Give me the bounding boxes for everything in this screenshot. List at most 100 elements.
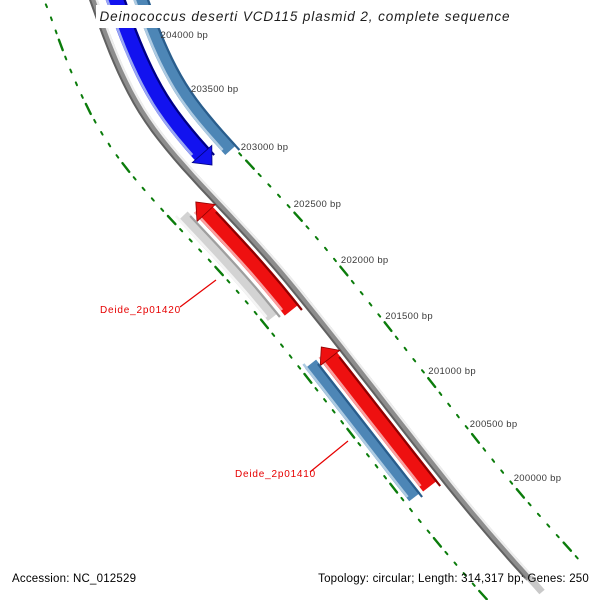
inner-tick-dash bbox=[57, 38, 64, 52]
gene-red-middle[interactable] bbox=[198, 205, 299, 316]
inner-tick-dot bbox=[444, 550, 449, 556]
backbone-fade-tip bbox=[526, 575, 545, 595]
outer-tick-dot bbox=[456, 413, 460, 419]
inner-tick-dot bbox=[49, 16, 53, 22]
outer-tick-dot bbox=[500, 469, 505, 474]
inner-tick-dot bbox=[150, 197, 155, 202]
inner-tick-dot bbox=[93, 118, 97, 124]
gene-label[interactable]: Deide_2p01420 bbox=[100, 305, 181, 316]
outer-tick-dot bbox=[257, 172, 262, 178]
inner-tick-dot bbox=[383, 475, 387, 480]
gene-steel-bottom-highlight bbox=[302, 363, 409, 498]
outer-tick-dot bbox=[267, 183, 272, 188]
inner-tick-dot bbox=[100, 131, 104, 136]
inner-tick-dash bbox=[84, 102, 92, 116]
outer-tick-dot bbox=[447, 402, 452, 408]
title-box: Deinococcus deserti VCD115 plasmid 2, co… bbox=[96, 5, 514, 28]
outer-tick-dot bbox=[377, 313, 382, 318]
outer-tick-dot bbox=[238, 152, 243, 157]
outer-tick-dot bbox=[314, 236, 319, 241]
inner-tick-dot bbox=[366, 453, 370, 458]
gene-label[interactable]: Deide_2p01410 bbox=[235, 469, 316, 480]
inner-tick-dot bbox=[160, 207, 165, 212]
outer-tick-dot bbox=[491, 458, 496, 463]
inner-tick-dot bbox=[74, 81, 78, 87]
outer-tick-dash bbox=[383, 321, 393, 333]
inner-tick-dot bbox=[374, 464, 379, 469]
inner-tick-dot bbox=[244, 300, 249, 305]
tick-label: 203500 bp bbox=[191, 84, 239, 95]
inner-tick-dash bbox=[389, 482, 399, 494]
outer-tick-dot bbox=[277, 193, 281, 198]
tick-label: 204000 bp bbox=[161, 30, 209, 41]
gene-steel-bottom[interactable] bbox=[305, 359, 421, 502]
gene-red-bottom[interactable] bbox=[322, 351, 438, 492]
inner-tick-dot bbox=[69, 68, 73, 74]
outer-tick-dot bbox=[546, 523, 551, 528]
outer-tick-dash bbox=[470, 432, 481, 444]
gene-red-bottom-shadow bbox=[338, 356, 442, 487]
outer-tick-dash bbox=[427, 377, 437, 389]
gene-steel-top-shadow bbox=[146, 0, 241, 151]
tick-label: 200500 bp bbox=[470, 419, 518, 430]
inner-tick-dot bbox=[115, 154, 120, 159]
inner-tick-dot bbox=[64, 55, 68, 61]
outer-tick-dot bbox=[350, 279, 355, 285]
inner-tick-dot bbox=[288, 354, 293, 359]
backbone-highlight bbox=[95, 0, 535, 579]
inner-tick-dash bbox=[259, 318, 270, 330]
inner-tick-dot bbox=[226, 279, 231, 284]
gene-gray-middle[interactable] bbox=[178, 211, 279, 322]
tick-label: 201000 bp bbox=[428, 366, 476, 377]
gene-steel-bottom-shadow bbox=[317, 363, 423, 498]
outer-tick-dot bbox=[574, 555, 579, 560]
inner-tick-dot bbox=[340, 420, 345, 425]
inner-tick-dash bbox=[432, 536, 443, 548]
outer-tick-dot bbox=[359, 291, 364, 296]
inner-tick-dot bbox=[141, 186, 146, 192]
inner-tick-dot bbox=[409, 507, 413, 513]
tick-label: 200000 bp bbox=[514, 473, 562, 484]
status-bar: Accession: NC_012529 Topology: circular;… bbox=[0, 571, 600, 589]
inner-tick-dot bbox=[271, 332, 276, 337]
inner-tick-dot bbox=[417, 518, 422, 523]
gene-label-leader bbox=[179, 279, 217, 308]
outer-tick-dot bbox=[412, 358, 417, 363]
inner-tick-dot bbox=[331, 409, 336, 414]
inner-tick-dot bbox=[80, 94, 84, 99]
inner-tick-dot bbox=[462, 572, 467, 577]
outer-tick-dash bbox=[244, 159, 255, 170]
backbone bbox=[89, 0, 533, 581]
inner-tick-dot bbox=[426, 529, 431, 534]
inner-tick-dot bbox=[471, 582, 476, 587]
inner-tick-dot bbox=[235, 289, 240, 294]
inner-tick-dot bbox=[453, 561, 458, 566]
outer-tick-dot bbox=[421, 369, 425, 374]
inner-tick-dot bbox=[188, 238, 193, 243]
outer-tick-dot bbox=[482, 447, 487, 452]
gene-blue-top-arrowhead[interactable] bbox=[191, 144, 213, 166]
inner-tick-dot bbox=[253, 310, 258, 316]
outer-tick-dot bbox=[394, 335, 399, 340]
inner-tick-dot bbox=[107, 142, 112, 148]
inner-tick-dot bbox=[357, 442, 362, 447]
inner-tick-dot bbox=[207, 258, 212, 263]
gene-red-bottom-arrowhead[interactable] bbox=[319, 346, 341, 367]
outer-tick-dot bbox=[527, 502, 532, 507]
gene-red-middle-shadow bbox=[215, 211, 303, 311]
outer-tick-dot bbox=[509, 480, 514, 485]
outer-tick-dot bbox=[286, 204, 291, 209]
gene-red-middle-arrowhead[interactable] bbox=[195, 201, 217, 223]
tick-label: 202500 bp bbox=[294, 199, 342, 210]
inner-tick-dot bbox=[297, 365, 302, 370]
inner-tick-dash bbox=[303, 372, 313, 384]
map-title: Deinococcus deserti VCD115 plasmid 2, co… bbox=[99, 9, 511, 24]
inner-tick-dash bbox=[121, 161, 131, 174]
inner-tick-dash bbox=[346, 427, 356, 439]
tick-label: 203000 bp bbox=[241, 142, 289, 153]
inner-tick-dash bbox=[478, 589, 488, 600]
gene-red-bottom-highlight bbox=[318, 356, 422, 487]
backbone-shadow bbox=[89, 0, 526, 579]
